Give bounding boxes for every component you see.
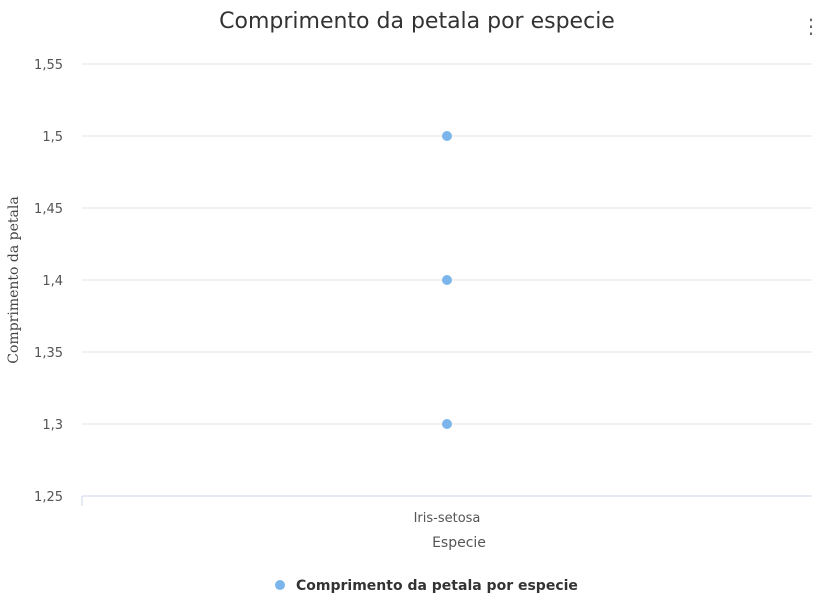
y-tick-label: 1,55 xyxy=(34,58,63,73)
data-point[interactable] xyxy=(442,275,452,285)
axes xyxy=(81,495,812,506)
y-tick-label: 1,25 xyxy=(34,490,63,505)
x-tick-label: Iris-setosa xyxy=(414,511,481,526)
y-tick-label: 1,45 xyxy=(34,202,63,217)
y-tick-label: 1,3 xyxy=(42,418,63,433)
gridlines xyxy=(82,63,812,425)
y-tick-label: 1,4 xyxy=(42,274,63,289)
y-tick-label: 1,35 xyxy=(34,346,63,361)
legend[interactable]: Comprimento da petala por especie xyxy=(275,578,578,594)
chart-title: Comprimento da petala por especie xyxy=(219,9,615,34)
x-axis-title: Especie xyxy=(432,535,486,551)
tick-labels: 1,25 1,3 1,35 1,4 1,45 1,5 1,55 Iris-setosa xyxy=(34,58,480,526)
legend-label[interactable]: Comprimento da petala por especie xyxy=(296,578,578,594)
y-tick-label: 1,5 xyxy=(42,130,63,145)
legend-marker xyxy=(275,580,285,590)
vertical-ellipsis-icon[interactable]: ⋮ xyxy=(801,14,813,38)
y-axis-title: Comprimento da petala xyxy=(6,196,22,363)
data-point[interactable] xyxy=(442,131,452,141)
data-points xyxy=(442,131,452,429)
data-point[interactable] xyxy=(442,419,452,429)
